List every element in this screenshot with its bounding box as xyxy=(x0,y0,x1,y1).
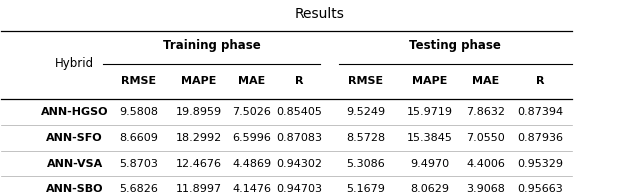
Text: ANN-VSA: ANN-VSA xyxy=(47,159,103,168)
Text: RMSE: RMSE xyxy=(348,76,383,86)
Text: 0.95329: 0.95329 xyxy=(517,159,563,168)
Text: 7.5026: 7.5026 xyxy=(232,107,271,117)
Text: Hybrid: Hybrid xyxy=(55,57,94,70)
Text: ANN-SBO: ANN-SBO xyxy=(46,184,104,194)
Text: 11.8997: 11.8997 xyxy=(176,184,222,194)
Text: 4.1476: 4.1476 xyxy=(232,184,271,194)
Text: 4.4006: 4.4006 xyxy=(467,159,505,168)
Text: 9.5808: 9.5808 xyxy=(119,107,158,117)
Text: 8.0629: 8.0629 xyxy=(410,184,449,194)
Text: MAE: MAE xyxy=(238,76,266,86)
Text: 12.4676: 12.4676 xyxy=(176,159,222,168)
Text: 0.85405: 0.85405 xyxy=(276,107,323,117)
Text: R: R xyxy=(295,76,304,86)
Text: 0.94302: 0.94302 xyxy=(276,159,323,168)
Text: ANN-HGSO: ANN-HGSO xyxy=(41,107,108,117)
Text: 8.6609: 8.6609 xyxy=(119,133,158,143)
Text: RMSE: RMSE xyxy=(121,76,156,86)
Text: 4.4869: 4.4869 xyxy=(232,159,271,168)
Text: Training phase: Training phase xyxy=(163,39,260,52)
Text: 5.8703: 5.8703 xyxy=(119,159,158,168)
Text: 5.1679: 5.1679 xyxy=(346,184,385,194)
Text: 18.2992: 18.2992 xyxy=(176,133,222,143)
Text: 0.87083: 0.87083 xyxy=(276,133,323,143)
Text: 15.3845: 15.3845 xyxy=(406,133,452,143)
Text: R: R xyxy=(536,76,544,86)
Text: MAPE: MAPE xyxy=(412,76,447,86)
Text: 6.5996: 6.5996 xyxy=(232,133,271,143)
Text: 7.0550: 7.0550 xyxy=(467,133,505,143)
Text: 3.9068: 3.9068 xyxy=(467,184,505,194)
Text: 7.8632: 7.8632 xyxy=(466,107,505,117)
Text: 5.3086: 5.3086 xyxy=(346,159,385,168)
Text: 0.94703: 0.94703 xyxy=(276,184,323,194)
Text: 9.4970: 9.4970 xyxy=(410,159,449,168)
Text: 9.5249: 9.5249 xyxy=(346,107,385,117)
Text: MAE: MAE xyxy=(472,76,499,86)
Text: MAPE: MAPE xyxy=(181,76,216,86)
Text: 0.95663: 0.95663 xyxy=(517,184,563,194)
Text: 0.87936: 0.87936 xyxy=(517,133,563,143)
Text: 15.9719: 15.9719 xyxy=(406,107,452,117)
Text: 0.87394: 0.87394 xyxy=(516,107,563,117)
Text: ANN-SFO: ANN-SFO xyxy=(46,133,103,143)
Text: 5.6826: 5.6826 xyxy=(119,184,158,194)
Text: 8.5728: 8.5728 xyxy=(346,133,385,143)
Text: Results: Results xyxy=(295,7,345,21)
Text: 19.8959: 19.8959 xyxy=(176,107,222,117)
Text: Testing phase: Testing phase xyxy=(410,39,501,52)
